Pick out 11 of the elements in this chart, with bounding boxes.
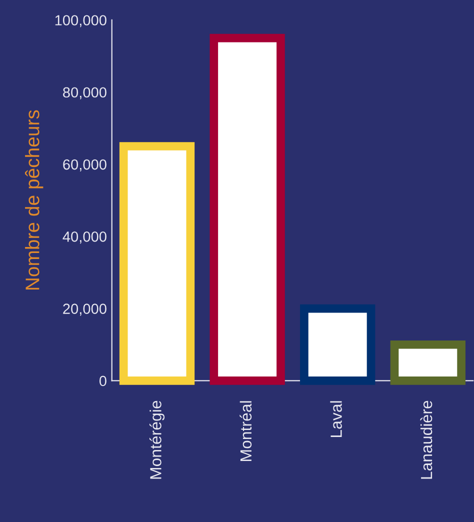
y-tick-label: 80,000 <box>63 87 106 100</box>
y-tick-label: 60,000 <box>63 159 106 172</box>
y-tick-label: 100,000 <box>55 15 106 28</box>
y-tick-label: 0 <box>99 376 106 386</box>
y-tick-label: 20,000 <box>63 304 106 316</box>
y-tick-label: 40,000 <box>62 232 106 244</box>
x-tick-label: Laval <box>330 401 342 438</box>
x-tick-label: Montérégie <box>149 400 165 479</box>
y-axis-title: Nombre de pêcheurs <box>24 110 44 290</box>
x-tick-label: Montréal <box>240 401 252 461</box>
x-tick-label: Lanaudière <box>420 400 432 479</box>
